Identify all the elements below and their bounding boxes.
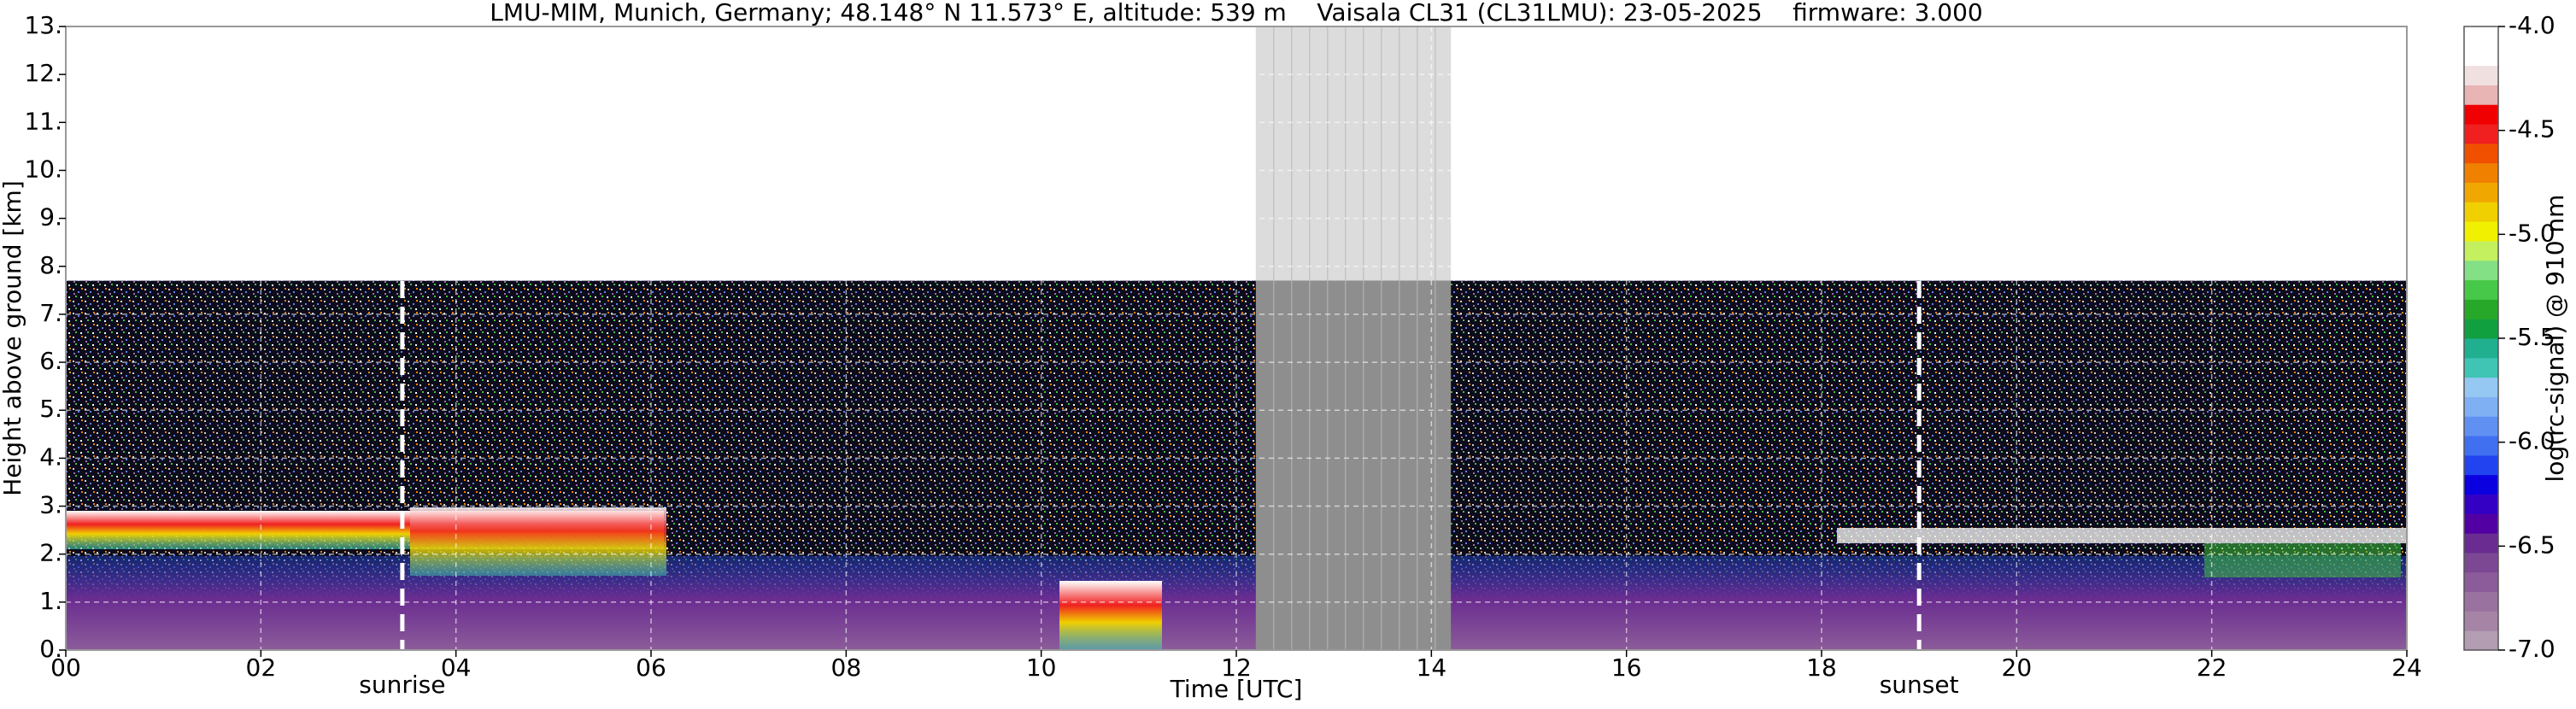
x-tick-label: 20	[2002, 653, 2033, 682]
colorbar-segment	[2464, 533, 2498, 554]
y-tick-label: 12.	[24, 59, 62, 87]
data-gap-lower	[1255, 280, 1452, 650]
x-tick-label: 06	[636, 653, 666, 682]
colorbar-segment	[2464, 162, 2498, 183]
y-tick-label: 10.	[24, 155, 62, 183]
colorbar-segment	[2464, 454, 2498, 476]
colorbar-segment	[2464, 124, 2498, 144]
y-tick-label: 3.	[39, 491, 62, 519]
colorbar-segment	[2464, 85, 2498, 105]
x-tick-label: 18	[1806, 653, 1837, 682]
colorbar-segment	[2464, 143, 2498, 164]
colorbar-segment	[2464, 396, 2498, 417]
y-tick-label: 8.	[39, 251, 62, 279]
data-gap-upper	[1255, 26, 1452, 281]
colorbar-segment	[2464, 630, 2498, 651]
colorbar-segment	[2464, 45, 2498, 67]
y-tick-label: 7.	[39, 299, 62, 327]
colorbar-segment	[2464, 279, 2498, 300]
y-tick-label: 11.	[24, 107, 62, 135]
y-tick-label: 9.	[39, 203, 62, 231]
colorbar-segment	[2464, 260, 2498, 281]
x-tick-label: 02	[246, 653, 277, 682]
colorbar-segment	[2464, 513, 2498, 534]
colorbar-segment	[2464, 416, 2498, 437]
colorbar-segment	[2464, 26, 2498, 47]
colorbar-tick-label: -4.0	[2509, 11, 2555, 39]
colorbar-tick-label: -7.0	[2509, 635, 2555, 663]
x-axis-label: Time [UTC]	[1170, 675, 1303, 703]
y-tick-label: 2.	[39, 539, 62, 567]
x-tick-label: 00	[50, 653, 81, 682]
colorbar-segment	[2464, 182, 2498, 202]
colorbar-tick-label: -4.5	[2509, 115, 2555, 144]
colorbar-segment	[2464, 319, 2498, 339]
colorbar-tick-label: -5.5	[2509, 323, 2555, 351]
x-tick-label: 12	[1221, 653, 1252, 682]
chart-title: LMU-MIM, Munich, Germany; 48.148° N 11.5…	[490, 0, 1983, 26]
x-tick-label: 24	[2391, 653, 2422, 682]
colorbar-segment	[2464, 494, 2498, 514]
colorbar-segment	[2464, 611, 2498, 631]
colorbar-segment	[2464, 240, 2498, 261]
y-tick-label: 0.	[39, 635, 62, 663]
x-tick-label: 08	[831, 653, 862, 682]
colorbar-segment	[2464, 221, 2498, 242]
x-tick-label: 14	[1417, 653, 1447, 682]
colorbar-segment	[2464, 104, 2498, 125]
x-tick-label: 10	[1026, 653, 1057, 682]
colorbar-segment	[2464, 571, 2498, 593]
aerosol-layer	[410, 507, 666, 576]
colorbar-label: log(rc-signal) @ 910 nm	[2541, 195, 2569, 483]
y-tick-label: 6.	[39, 347, 62, 375]
colorbar-segment	[2464, 357, 2498, 378]
colorbar-segment	[2464, 591, 2498, 612]
y-tick-label: 4.	[39, 442, 62, 471]
colorbar-segment	[2464, 552, 2498, 573]
cloud-patch	[1059, 581, 1162, 650]
colorbar-tick-label: -5.0	[2509, 219, 2555, 247]
cloud-layer	[1837, 528, 2409, 543]
annotation-label: sunrise	[359, 671, 445, 699]
colorbar-segment	[2464, 377, 2498, 397]
overlay	[65, 26, 2408, 651]
annotation-label: sunset	[1880, 671, 1959, 699]
colorbar-segment	[2464, 65, 2498, 85]
x-tick-label: 04	[441, 653, 472, 682]
colorbar-tick-label: -6.0	[2509, 427, 2555, 455]
y-axis-label: Height above ground [km]	[0, 180, 26, 496]
aerosol-layer	[2204, 543, 2401, 577]
x-tick-label: 22	[2197, 653, 2227, 682]
y-tick-label: 1.	[39, 587, 62, 615]
y-tick-label: 5.	[39, 395, 62, 423]
colorbar-tick-label: -6.5	[2509, 530, 2555, 559]
colorbar-segment	[2464, 299, 2498, 319]
y-tick-label: 13.	[24, 11, 62, 39]
colorbar-segment	[2464, 436, 2498, 456]
colorbar-segment	[2464, 338, 2498, 359]
colorbar-segment	[2464, 474, 2498, 495]
x-tick-label: 16	[1611, 653, 1642, 682]
colorbar-segment	[2464, 202, 2498, 222]
